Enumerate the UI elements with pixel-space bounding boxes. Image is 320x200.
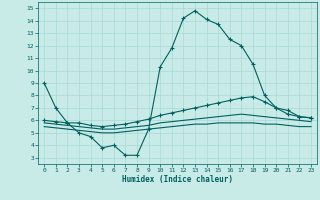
X-axis label: Humidex (Indice chaleur): Humidex (Indice chaleur) bbox=[122, 175, 233, 184]
